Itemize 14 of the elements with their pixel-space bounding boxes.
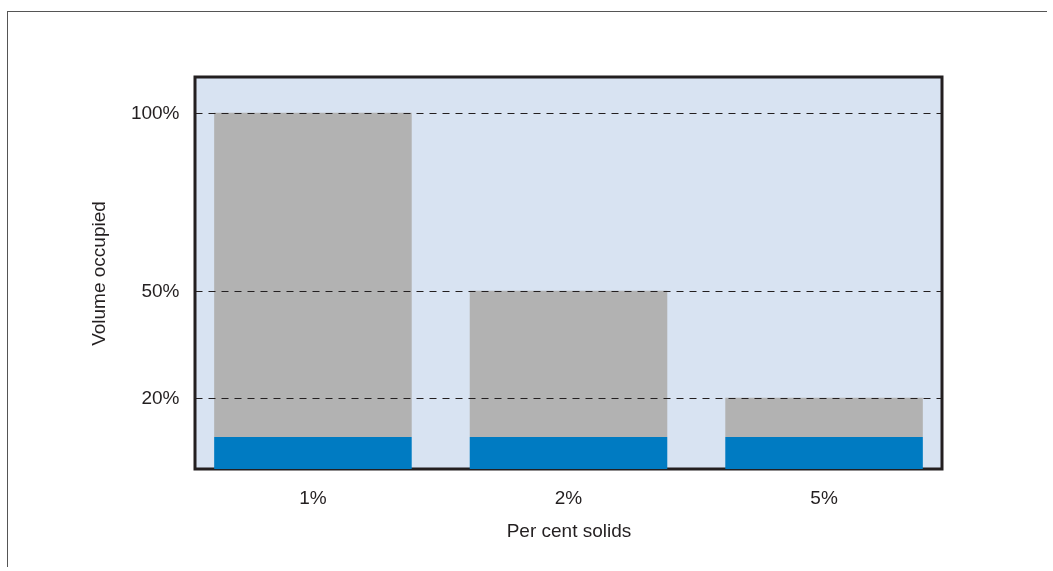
bar: [469, 290, 668, 437]
y-tick-label: 20%: [141, 387, 180, 409]
x-axis-title: Per cent solids: [506, 519, 632, 541]
y-tick-label: 100%: [130, 102, 180, 124]
x-tick-label: 1%: [299, 486, 327, 508]
bar: [469, 436, 668, 469]
y-axis-title: Volume occupied: [87, 201, 109, 346]
bar: [725, 397, 923, 437]
x-tick-label: 5%: [810, 486, 838, 508]
bar: [214, 112, 412, 437]
y-tick-label: 50%: [141, 280, 180, 302]
bar: [725, 436, 923, 469]
x-tick-label: 2%: [554, 486, 583, 508]
bar: [214, 436, 412, 469]
